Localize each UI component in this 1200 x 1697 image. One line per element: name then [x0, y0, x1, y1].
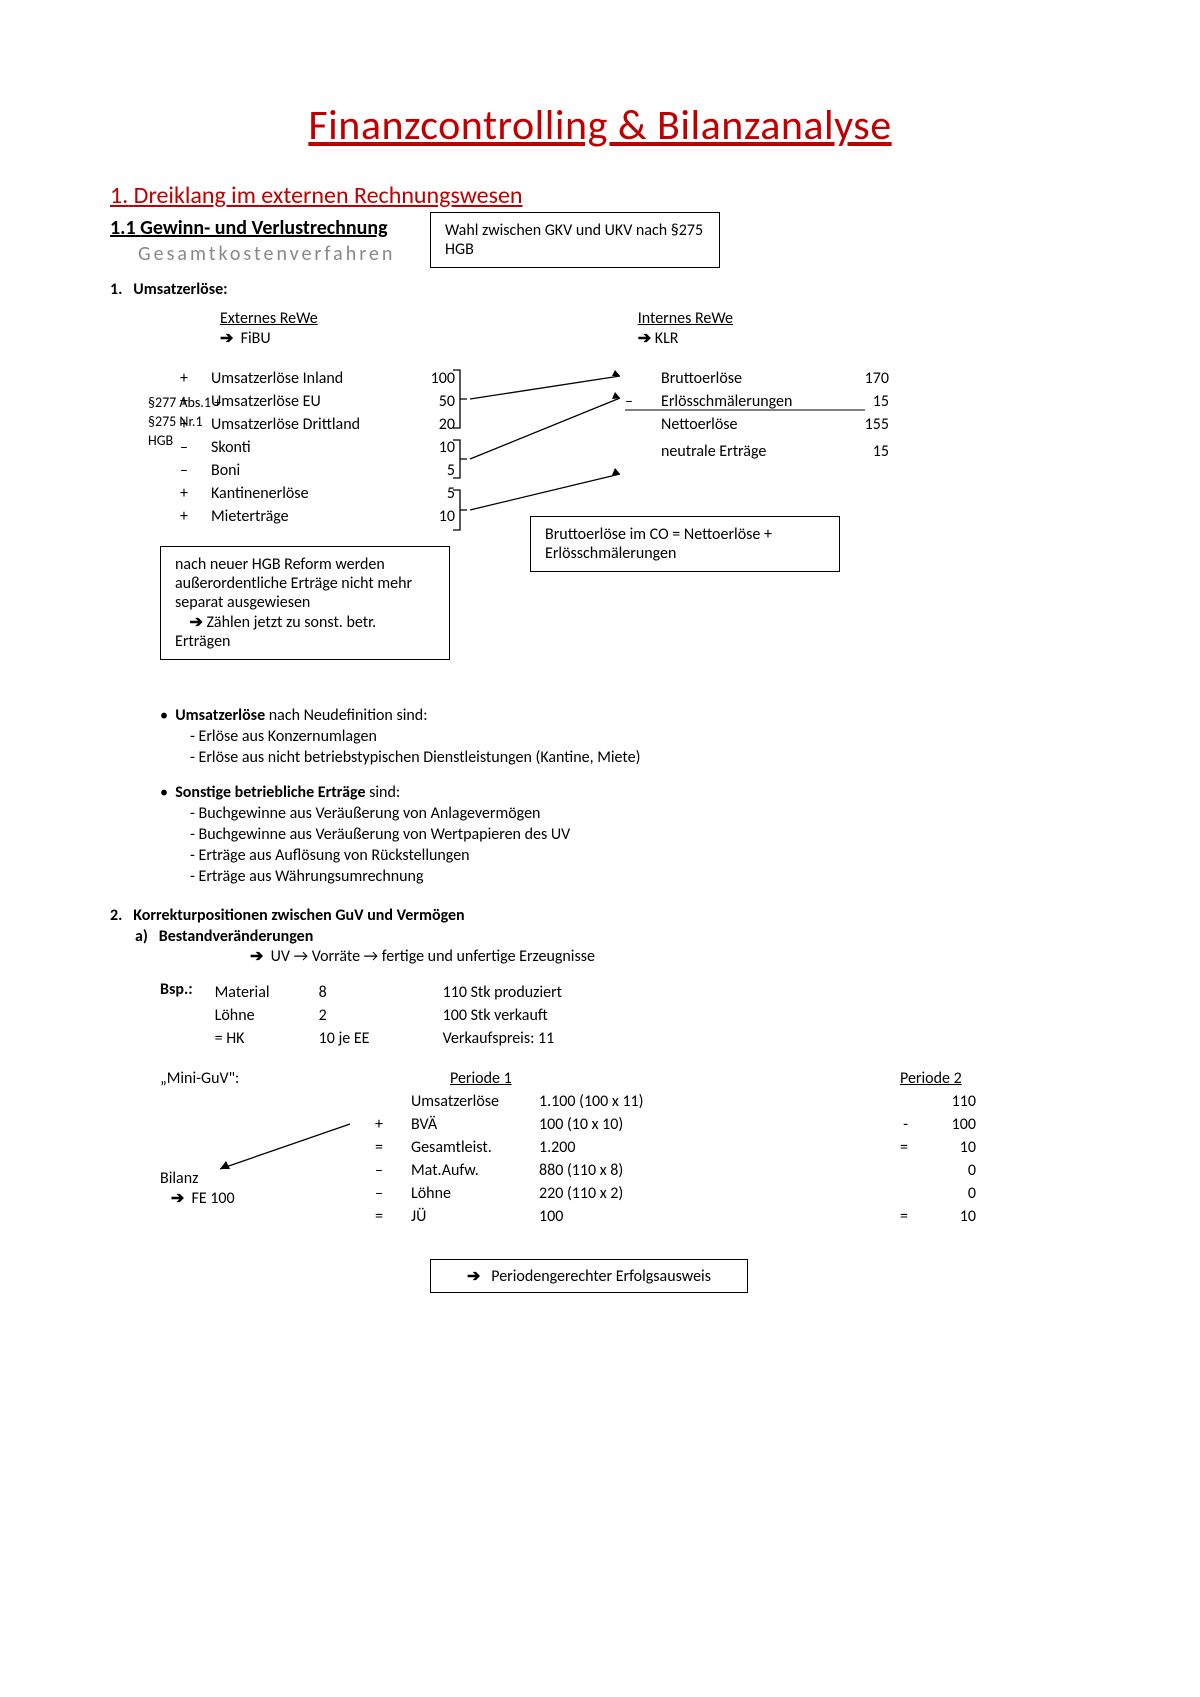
- bilanz-label: Bilanz: [160, 1169, 198, 1188]
- internes-rewe-head: Internes ReWe: [638, 309, 733, 328]
- section-11-num: 1.1: [110, 216, 136, 240]
- arrow-icon: ➔: [467, 1268, 480, 1285]
- box-hgb-l1: nach neuer HGB Reform werden außerordent…: [175, 555, 412, 612]
- n2-arrow-text: UV → Vorräte → fertige und unfertige Erz…: [271, 947, 595, 966]
- p1-head: Periode 1: [450, 1069, 512, 1088]
- num-2: 2. Korrekturpositionen zwischen GuV und …: [110, 906, 1090, 925]
- section-1-heading: 1. Dreiklang im externen Rechnungswesen: [110, 181, 1090, 210]
- box-hgb-l2: Zählen jetzt zu sonst. betr. Erträgen: [175, 613, 376, 651]
- section-1-title: Dreiklang im externen Rechnungswesen: [134, 181, 523, 210]
- final-box: ➔ Periodengerechter Erfolgsausweis: [430, 1259, 748, 1293]
- page-title: Finanzcontrolling & Bilanzanalyse: [110, 100, 1090, 151]
- mini-guv-label: „Mini-GuV":: [160, 1069, 239, 1088]
- num-2-num: 2.: [110, 906, 122, 925]
- arrow-icon: ➔: [250, 948, 263, 965]
- externes-rewe-head: Externes ReWe: [220, 309, 318, 328]
- bullets-sonstige: • Sonstige betriebliche Erträge sind: Bu…: [160, 783, 1090, 886]
- num-2a: a) Bestandveränderungen: [135, 927, 1090, 946]
- p2-head: Periode 2: [900, 1069, 962, 1088]
- arrow-icon: ➔: [638, 330, 651, 347]
- mini-guv: „Mini-GuV": Periode 1 Periode 2 Umsatzer…: [110, 1069, 1090, 1269]
- internes-rewe-col: Internes ReWe ➔ KLR: [638, 309, 733, 348]
- num-2-title: Korrekturpositionen zwischen GuV und Ver…: [133, 906, 464, 925]
- bsp-label: Bsp.:: [160, 980, 193, 1051]
- num-1-title: Umsatzerlöse:: [133, 280, 227, 299]
- fe-label: FE 100: [192, 1189, 235, 1208]
- periode1-table: Umsatzerlöse1.100 (100 x 11)+BVÄ 100 (10…: [365, 1089, 699, 1229]
- num-1: 1. Umsatzerlöse:: [110, 280, 1090, 299]
- n2-arrow-line: ➔ UV → Vorräte → fertige und unfertige E…: [250, 946, 1090, 966]
- fibu-label: FiBU: [241, 329, 271, 348]
- final-box-text: Periodengerechter Erfolgsausweis: [491, 1267, 711, 1286]
- section-11-title: Gewinn- und Verlustrechnung: [140, 216, 387, 240]
- arrow-icon: ➔: [171, 1190, 184, 1207]
- section-1-num: 1.: [110, 181, 128, 210]
- externes-rewe-col: Externes ReWe ➔ FiBU: [220, 309, 318, 348]
- arrow-icon: ➔: [220, 330, 233, 347]
- b2-head: Sonstige betriebliche Erträge: [175, 783, 365, 802]
- box-brutto: Bruttoerlöse im CO = Nettoerlöse + Erlös…: [530, 516, 840, 572]
- bsp-block: Bsp.: Material8110 Stk produziertLöhne21…: [160, 980, 1090, 1051]
- bilanz-note: Bilanz ➔ FE 100: [160, 1169, 235, 1208]
- bullets-umsatzerloese: • Umsatzerlöse nach Neudefinition sind: …: [160, 706, 1090, 767]
- ext-table: +Umsatzerlöse Inland100+Umsatzerlöse EU5…: [165, 366, 465, 529]
- num-2a-title: Bestandveränderungen: [159, 927, 314, 946]
- arrow-icon: ➔: [189, 614, 202, 631]
- b1-tail: nach Neudefinition sind:: [265, 706, 427, 725]
- periode2-table: 110-100=1000=10: [880, 1089, 986, 1229]
- klr-label: KLR: [655, 329, 679, 348]
- int-table: Bruttoerlöse170–Erlösschmälerungen15Nett…: [615, 366, 899, 464]
- box-gkv: Wahl zwischen GKV und UKV nach §275 HGB: [430, 212, 720, 268]
- b1-head: Umsatzerlöse: [175, 706, 265, 725]
- bsp-table: Material8110 Stk produziertLöhne2100 Stk…: [213, 980, 576, 1051]
- num-1-num: 1.: [110, 280, 122, 299]
- b2-tail: sind:: [366, 783, 401, 802]
- box-hgb-reform: nach neuer HGB Reform werden außerordent…: [160, 546, 450, 660]
- num-2a-num: a): [135, 927, 148, 946]
